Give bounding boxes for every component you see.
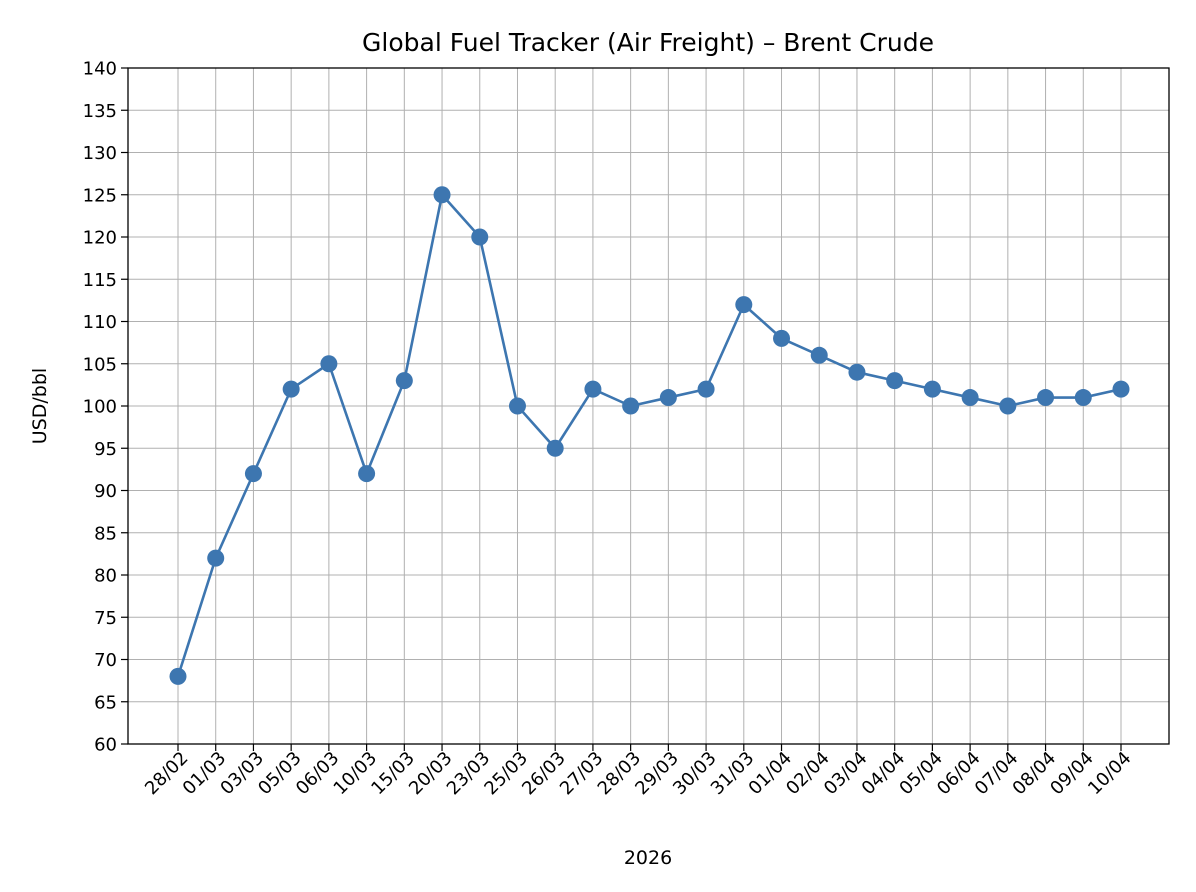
y-tick-label: 120 bbox=[83, 228, 117, 249]
data-point bbox=[244, 465, 262, 483]
y-axis-label: USD/bbl bbox=[29, 368, 51, 444]
y-tick-label: 80 bbox=[94, 566, 117, 587]
y-tick-label: 85 bbox=[94, 523, 117, 544]
data-point bbox=[923, 380, 941, 398]
y-tick-label: 100 bbox=[83, 397, 117, 418]
data-point bbox=[320, 355, 338, 373]
y-tick-label: 105 bbox=[83, 354, 117, 375]
data-point bbox=[1112, 380, 1130, 398]
y-tick-label: 65 bbox=[94, 692, 117, 713]
data-point bbox=[622, 397, 640, 415]
y-tick-label: 130 bbox=[83, 143, 117, 164]
data-point bbox=[961, 389, 979, 407]
y-tick-label: 95 bbox=[94, 439, 117, 460]
data-point bbox=[735, 296, 753, 314]
data-series bbox=[169, 186, 1130, 685]
data-point bbox=[433, 186, 451, 204]
data-point bbox=[282, 380, 300, 398]
x-tick-label: 10/04 bbox=[1084, 748, 1136, 800]
axis-ticks: 60 65 70 75 80 85 90 95 100 105 110 115 120 125 130 135… bbox=[83, 59, 1136, 800]
y-tick-label: 140 bbox=[83, 59, 117, 80]
data-point bbox=[1074, 389, 1092, 407]
data-point bbox=[358, 465, 376, 483]
data-point bbox=[169, 667, 187, 685]
data-point bbox=[659, 389, 677, 407]
y-tick-label: 135 bbox=[83, 101, 117, 122]
y-tick-label: 125 bbox=[83, 185, 117, 206]
data-point bbox=[508, 397, 526, 415]
data-point bbox=[848, 363, 866, 381]
data-point bbox=[697, 380, 715, 398]
series-line bbox=[176, 193, 1123, 678]
data-point bbox=[999, 397, 1017, 415]
data-point bbox=[584, 380, 602, 398]
y-tick-label: 75 bbox=[94, 608, 117, 629]
chart-title: Global Fuel Tracker (Air Freight) – Bren… bbox=[362, 28, 934, 57]
data-point bbox=[773, 329, 791, 347]
data-point bbox=[886, 372, 904, 390]
data-point bbox=[471, 228, 489, 246]
data-point bbox=[810, 346, 828, 364]
y-tick-label: 110 bbox=[83, 312, 117, 333]
y-tick-label: 90 bbox=[94, 481, 117, 502]
y-tick-label: 115 bbox=[83, 270, 117, 291]
data-point bbox=[546, 439, 564, 457]
x-axis-label: 2026 bbox=[624, 847, 672, 869]
y-tick-label: 70 bbox=[94, 650, 117, 671]
data-point bbox=[395, 372, 413, 390]
data-point bbox=[207, 549, 225, 567]
data-point bbox=[1037, 389, 1055, 407]
y-tick-label: 60 bbox=[94, 735, 117, 756]
